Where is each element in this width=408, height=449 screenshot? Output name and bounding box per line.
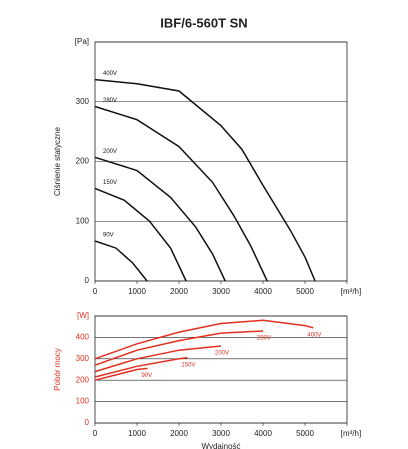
x-tick-label: 0	[93, 429, 98, 438]
y-tick-label: [Pa]	[75, 37, 89, 46]
x-tick-label: 0	[93, 287, 98, 296]
series-label: 400V	[103, 71, 117, 77]
series-label: 90V	[103, 233, 114, 239]
series-line	[94, 240, 148, 282]
series-line	[94, 330, 264, 366]
x-tick-label: 1000	[128, 287, 146, 296]
series-label: 200V	[103, 149, 117, 155]
series-line	[94, 319, 314, 360]
series-label: 400V	[307, 332, 321, 338]
x-tick-label: 2000	[170, 287, 188, 296]
y-tick-label: 300	[76, 354, 90, 363]
y-tick-label: 200	[76, 157, 90, 166]
x-tick-label: 3000	[212, 287, 230, 296]
series-label: 200V	[215, 351, 229, 357]
y-tick-label: 100	[76, 397, 90, 406]
x-tick-label: 2000	[170, 429, 188, 438]
series-line	[94, 78, 316, 282]
x-tick-label: 4000	[254, 287, 272, 296]
y-tick-label: [W]	[77, 311, 89, 320]
y-tick-label: 0	[85, 418, 90, 427]
chart-title: IBF/6-560T SN	[160, 15, 247, 30]
series-label: 150V	[103, 180, 117, 186]
series-line	[94, 156, 226, 282]
y-tick-label: 200	[76, 375, 90, 384]
x-tick-label: 5000	[296, 287, 314, 296]
y-tick-label: 400	[76, 333, 90, 342]
y-tick-label: 0	[85, 276, 90, 285]
series-line	[94, 367, 148, 381]
x-tick-label: [m³/h]	[341, 429, 361, 438]
x-tick-label: 1000	[128, 429, 146, 438]
x-tick-label: 5000	[296, 429, 314, 438]
x-tick-label: [m³/h]	[341, 287, 361, 296]
series-label: 150V	[181, 362, 195, 368]
series-line	[94, 356, 188, 378]
series-line	[94, 187, 187, 282]
series-line	[94, 345, 222, 373]
series-label: 280V	[103, 98, 117, 104]
x-tick-label: 3000	[212, 429, 230, 438]
series-label: 280V	[257, 336, 271, 342]
series-label: 90V	[142, 373, 153, 379]
x-axis-label: Wydajność	[201, 442, 240, 449]
y-axis-label: Pobór mocy	[53, 348, 62, 391]
series-line	[94, 105, 268, 282]
y-tick-label: 300	[76, 97, 90, 106]
x-tick-label: 4000	[254, 429, 272, 438]
y-tick-label: 100	[76, 216, 90, 225]
y-axis-label: Ciśnienie statyczne	[53, 126, 62, 195]
